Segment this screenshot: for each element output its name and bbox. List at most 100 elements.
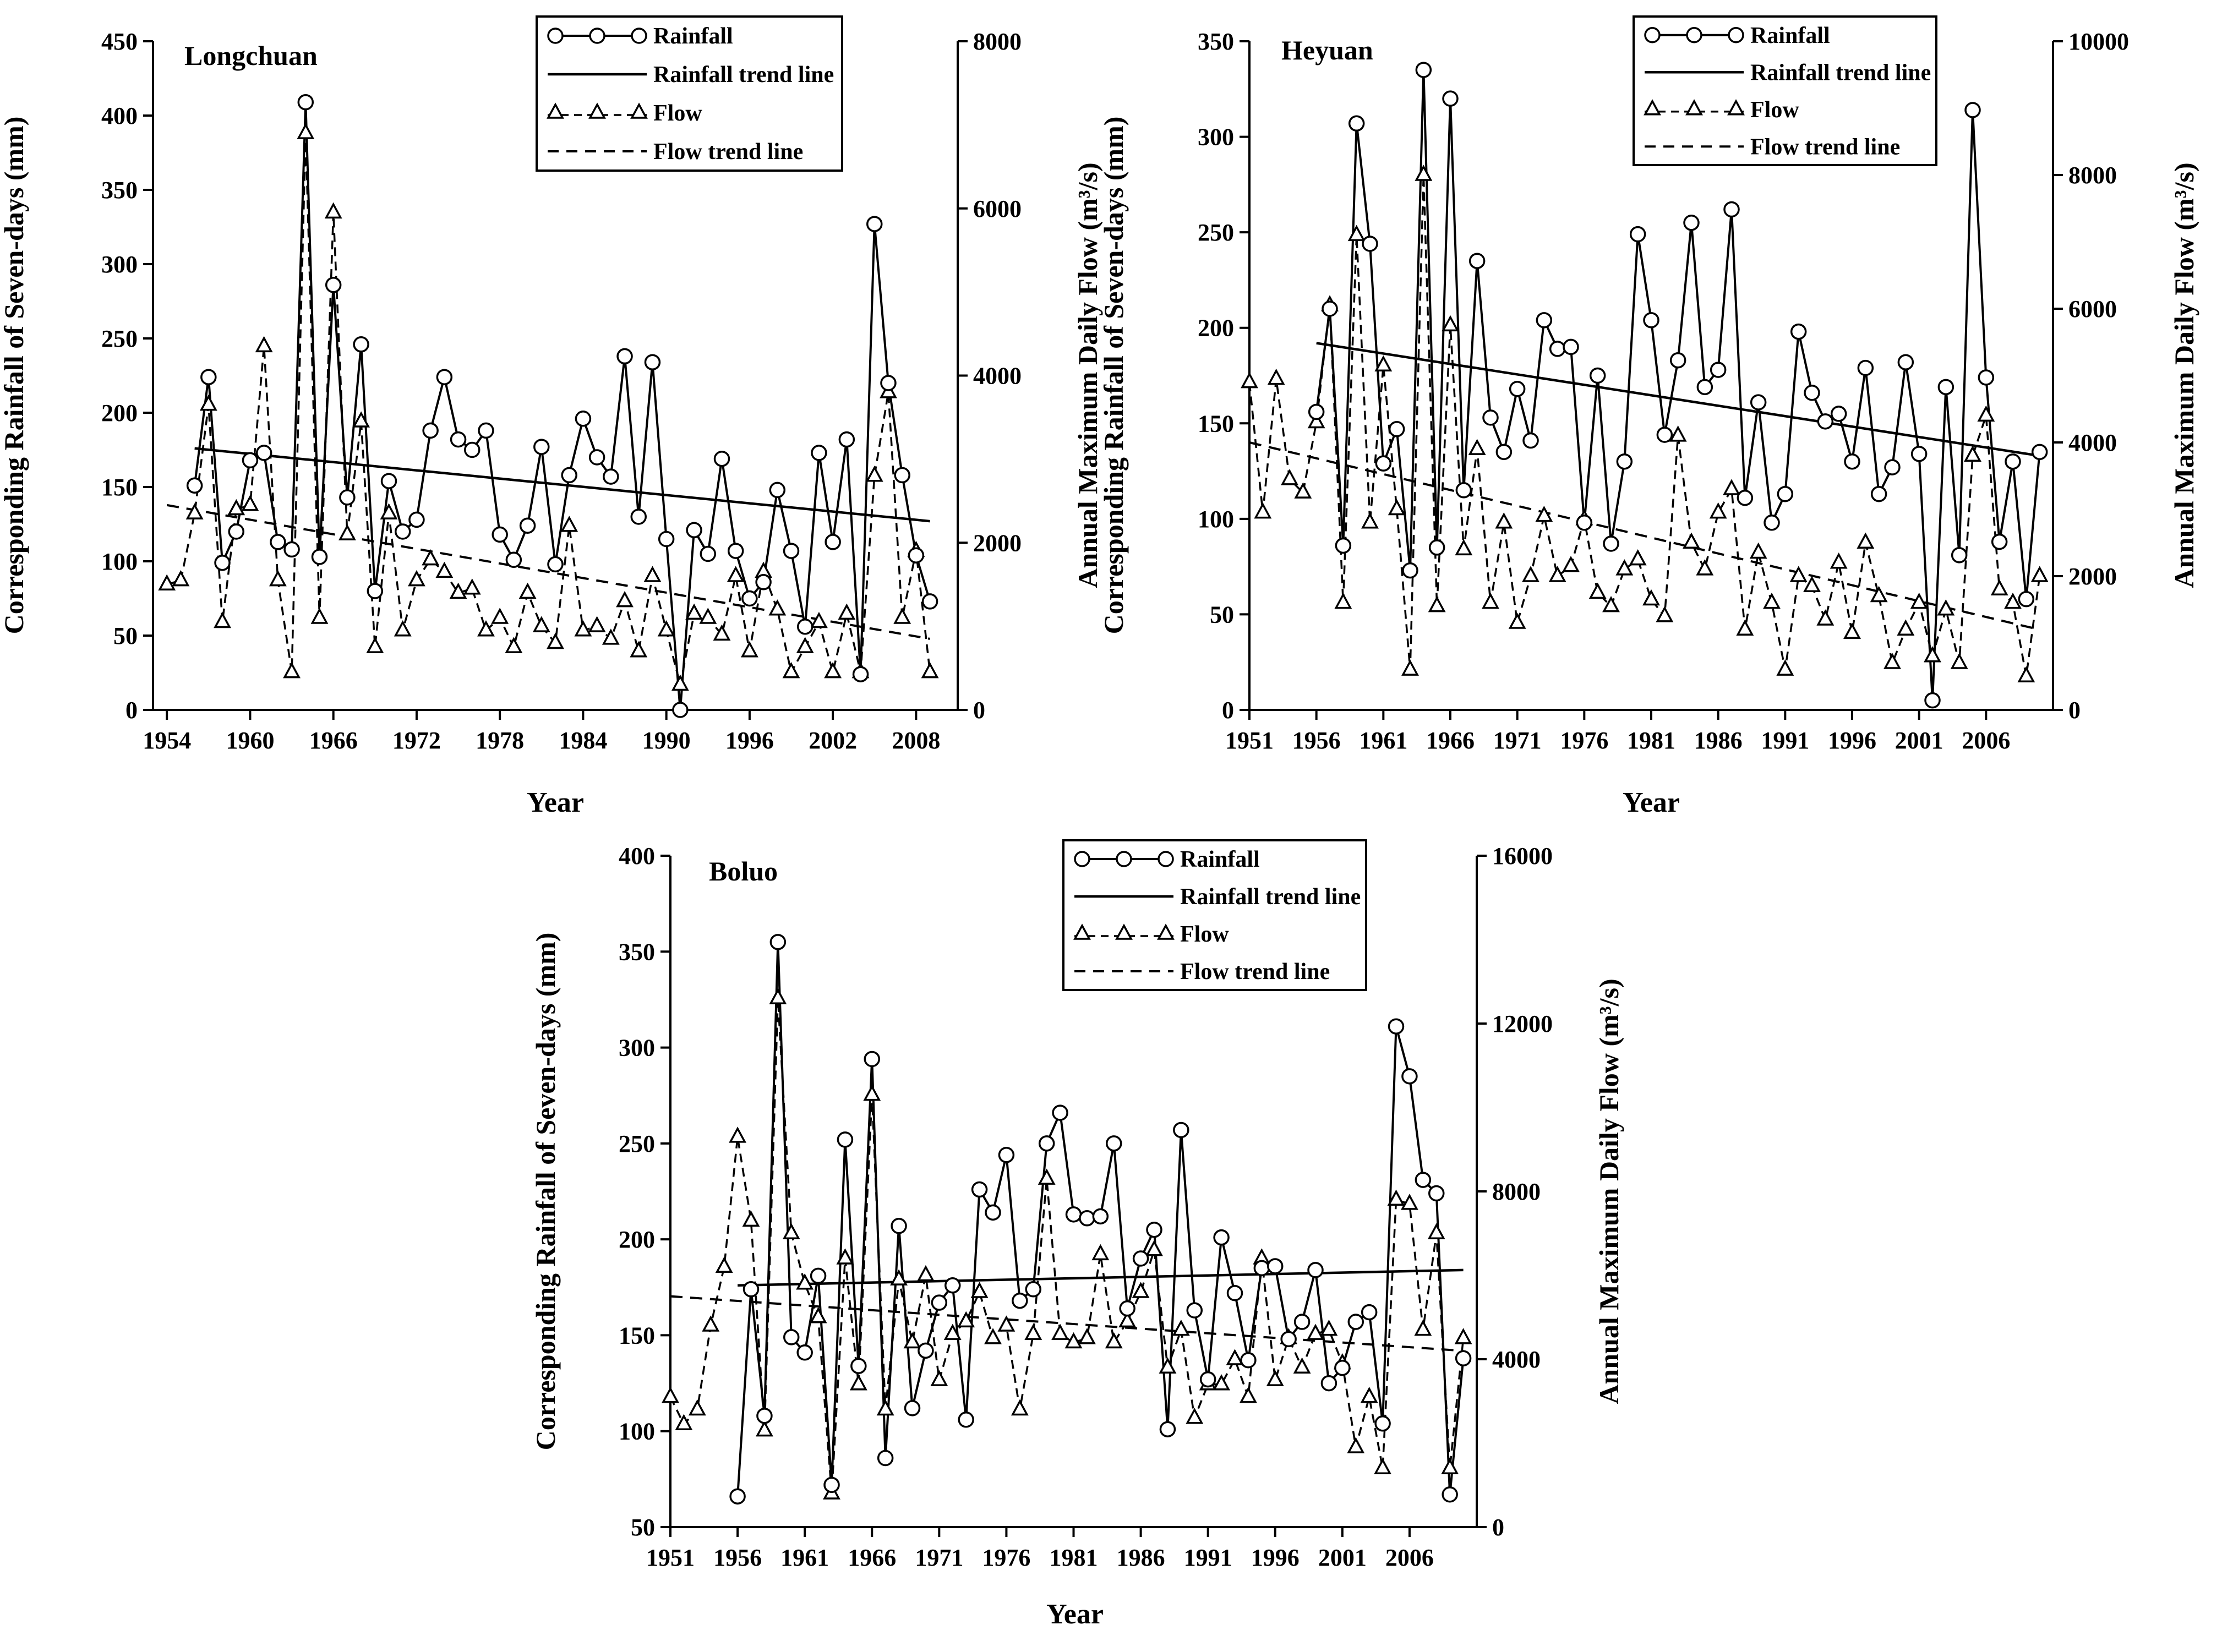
flow-point [1897,619,1915,636]
flow-point [463,578,481,595]
y-right-tick-label: 12000 [1492,1010,1553,1037]
flow-point [688,1399,706,1416]
flow-point [2030,566,2049,582]
flow-point [1588,582,1607,599]
flow-point [1427,1223,1445,1239]
flow-point [366,637,384,653]
flow-point [1105,1332,1123,1349]
y-left-tick-label: 350 [619,938,655,965]
legend-entry: Flow trend line [548,139,803,165]
y-left-tick-label: 450 [101,28,138,55]
flow-point [1924,646,1941,663]
flow-point [1830,553,1848,569]
flow-point [1816,609,1835,626]
x-tick-label: 2001 [1895,727,1943,754]
rainfall-point [297,94,314,111]
legend-entry: Flow trend line [1645,134,1900,160]
flow-point [185,503,204,519]
rainfall-point [1106,1135,1122,1152]
rainfall-point [823,1476,840,1494]
flow-point [518,582,537,599]
flow-point [1186,1408,1204,1424]
flow-point [755,1420,773,1437]
y-left-tick-label: 250 [619,1130,655,1157]
legend-entry: Rainfall [1644,23,1830,48]
rainfall-point [1308,403,1325,420]
rainfall-trend-line [738,1268,1464,1287]
x-tick-label: 1986 [1117,1544,1165,1571]
flow-point [1038,1168,1056,1185]
rainfall-point [729,1488,746,1505]
y-right-tick-label: 6000 [973,195,1022,222]
rainfall-point [380,473,397,489]
x-tick-label: 1981 [1050,1544,1098,1571]
flow-point [796,637,814,653]
x-tick-label: 1986 [1694,727,1743,754]
rainfall-point [603,468,619,485]
y-left-tick-label: 400 [619,843,655,869]
rainfall-point [1322,300,1338,317]
flow-point [1307,1323,1324,1340]
legend-flow-marker [1115,923,1133,940]
legend-flow-marker [1644,99,1661,116]
flow-point [1776,659,1794,676]
x-tick-label: 1976 [982,1544,1030,1571]
flow-point [1562,556,1580,572]
flow-point [782,1223,800,1239]
flow-point [449,582,467,599]
chart-title: Heyuan [1281,35,1373,65]
rainfall-point [908,547,925,564]
flow-point [1428,596,1446,612]
legend-box [1062,839,1367,991]
flow-point [727,566,745,582]
rainfall-point [1012,1292,1028,1309]
rainfall-point [918,1342,934,1359]
x-tick-label: 1981 [1627,727,1675,754]
legend-label: Rainfall [1180,847,1260,872]
x-tick-label: 1954 [143,727,191,754]
flow-point [1347,225,1366,242]
flow-point [1602,596,1620,612]
rainfall-point [1910,446,1928,462]
rainfall-point [255,445,272,461]
rainfall-point [1253,1260,1270,1277]
rainfall-point [837,1131,854,1148]
rainfall-point [921,593,938,610]
flow-point [2017,666,2035,682]
rainfall-point [1870,485,1887,502]
flow-point [838,603,856,620]
legend-flow-marker [588,102,606,119]
flow-point [1843,622,1861,639]
rainfall-point [1335,537,1352,554]
rainfall-point [1388,1018,1405,1035]
y-right-tick-label: 0 [973,697,985,724]
legend-rainfall-marker [1116,851,1132,867]
flow-point [1293,1357,1311,1374]
rainfall-point [1348,115,1365,132]
flow-point [1360,1386,1378,1403]
rainfall-point [864,1051,880,1068]
rainfall-point [1213,1229,1230,1246]
y-right-tick-label: 0 [1492,1514,1504,1541]
rainfall-point [891,1217,907,1234]
flow-point [742,1210,760,1227]
flow-point [849,1374,867,1391]
flow-point [1803,576,1821,592]
y-right-tick-label: 4000 [1492,1346,1541,1373]
flow-point [1736,619,1754,636]
flow-point [921,661,939,679]
y-right-tick-label: 16000 [1492,843,1553,869]
rainfall-point [1186,1302,1203,1319]
flow-point [1241,371,1258,389]
rainfall-trend-line [1316,342,2040,457]
flow-point [407,570,425,587]
flow-point [984,1328,1002,1344]
rainfall-point [519,517,536,534]
legend: Rainfall Rainfall trend line Flow Flow tren… [1062,839,1367,991]
flow-point [836,1248,854,1265]
legend-entry: Flow trend line [1074,959,1330,984]
y-right-tick-label: 4000 [2068,429,2117,456]
rainfall-point [1817,413,1834,430]
rainfall-point [1468,253,1486,269]
rainfall-point [1455,482,1472,499]
